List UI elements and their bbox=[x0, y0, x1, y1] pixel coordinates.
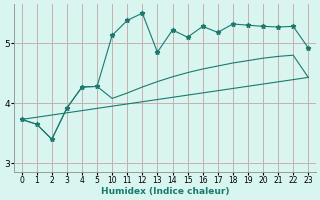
X-axis label: Humidex (Indice chaleur): Humidex (Indice chaleur) bbox=[101, 187, 229, 196]
